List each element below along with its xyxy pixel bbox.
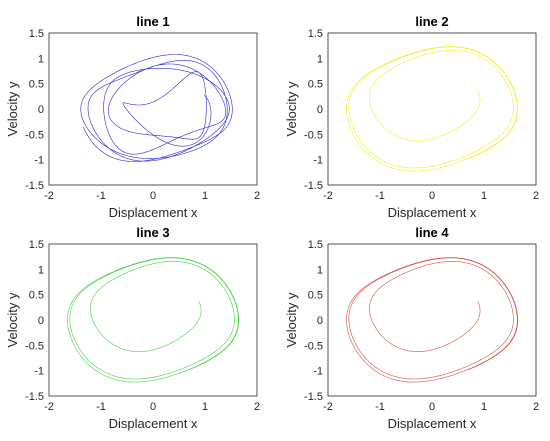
y-tick-label: -0.5 [25,129,44,141]
x-axis-label: Displacement x [109,205,198,220]
x-tick-label: 0 [150,401,156,413]
x-axis-ticks: -2 -1 0 1 2 [323,401,539,413]
x-tick-label: 1 [481,190,487,202]
y-tick-label: 0 [38,315,44,327]
trajectory [80,54,233,162]
y-tick-label: -1 [34,155,44,167]
y-axis-ticks: 1.5 1 0.5 0 -0.5 -1 -1.5 [304,239,323,403]
trajectory [67,257,239,383]
x-tick-label: -2 [44,401,54,413]
y-tick-label: 0.5 [308,79,323,91]
x-tick-label: -2 [323,401,333,413]
y-tick-label: -1 [313,155,323,167]
x-tick-label: 2 [533,401,539,413]
axes-box [48,243,258,397]
y-tick-label: 1 [38,264,44,276]
y-tick-label: -1 [34,366,44,378]
y-tick-label: 0 [38,104,44,116]
x-axis-label: Displacement x [109,416,198,431]
x-tick-label: 1 [481,401,487,413]
y-tick-label: 1.5 [29,239,44,251]
x-axis-ticks: -2 -1 0 1 2 [323,190,539,202]
plot-area [49,244,257,396]
y-tick-label: -1.5 [304,391,323,403]
y-tick-label: -0.5 [304,340,323,352]
y-axis-label: Velocity y [5,81,20,136]
y-tick-label: -1.5 [304,180,323,192]
y-tick-label: 1.5 [308,28,323,40]
plot-area [328,244,536,396]
y-axis-ticks: 1.5 1 0.5 0 -0.5 -1 -1.5 [25,28,44,192]
y-tick-label: 1.5 [308,239,323,251]
y-tick-label: 1.5 [29,28,44,40]
trajectory [346,46,518,172]
x-tick-label: 1 [202,190,208,202]
axes-box [48,32,258,186]
y-axis-ticks: 1.5 1 0.5 0 -0.5 -1 -1.5 [304,28,323,192]
y-axis-label: Velocity y [284,81,299,136]
y-tick-label: 1 [317,264,323,276]
x-tick-label: 2 [254,190,260,202]
x-tick-label: 0 [429,190,435,202]
plot-title: line 1 [136,14,169,29]
trajectory-line [67,257,239,383]
y-tick-label: 0.5 [29,290,44,302]
subplot-3: line 3 -2 -1 0 1 2 1.5 1 0.5 0 -0.5 -1 -… [5,225,260,431]
x-tick-label: 0 [429,401,435,413]
y-tick-label: 1 [38,53,44,65]
x-tick-label: -1 [375,190,385,202]
x-tick-label: 2 [254,401,260,413]
y-tick-label: 0.5 [29,79,44,91]
y-tick-label: -1.5 [25,180,44,192]
x-tick-label: -2 [323,190,333,202]
y-tick-label: 1 [317,53,323,65]
x-axis-label: Displacement x [388,205,477,220]
y-tick-label: -0.5 [304,129,323,141]
x-tick-label: 2 [533,190,539,202]
x-axis-label: Displacement x [388,416,477,431]
y-axis-label: Velocity y [284,292,299,347]
axes-box [327,32,537,186]
x-tick-label: -2 [44,190,54,202]
y-tick-label: 0 [317,104,323,116]
x-tick-label: -1 [375,401,385,413]
y-axis-ticks: 1.5 1 0.5 0 -0.5 -1 -1.5 [25,239,44,403]
y-tick-label: -0.5 [25,340,44,352]
plot-title: line 2 [415,14,448,29]
axes-box [327,243,537,397]
x-axis-ticks: -2 -1 0 1 2 [44,190,260,202]
y-tick-label: 0.5 [308,290,323,302]
subplot-4: line 4 -2 -1 0 1 2 1.5 1 0.5 0 -0.5 -1 -… [284,225,539,431]
y-tick-label: -1 [313,366,323,378]
x-tick-label: 1 [202,401,208,413]
x-axis-ticks: -2 -1 0 1 2 [44,401,260,413]
trajectory [346,257,518,383]
x-tick-label: -1 [96,401,106,413]
y-tick-label: 0 [317,315,323,327]
plot-area [328,33,536,185]
trajectory-line [346,46,518,172]
y-axis-label: Velocity y [5,292,20,347]
trajectory-line [346,257,518,383]
subplot-1: line 1 -2 -1 0 1 2 1.5 1 0.5 0 -0.5 -1 -… [5,14,260,220]
subplot-2: line 2 -2 -1 0 1 2 1.5 1 0.5 0 -0.5 -1 -… [284,14,539,220]
plot-title: line 3 [136,225,169,240]
x-tick-label: 0 [150,190,156,202]
x-tick-label: -1 [96,190,106,202]
trajectory-line [80,54,233,162]
y-tick-label: -1.5 [25,391,44,403]
plot-title: line 4 [415,225,449,240]
